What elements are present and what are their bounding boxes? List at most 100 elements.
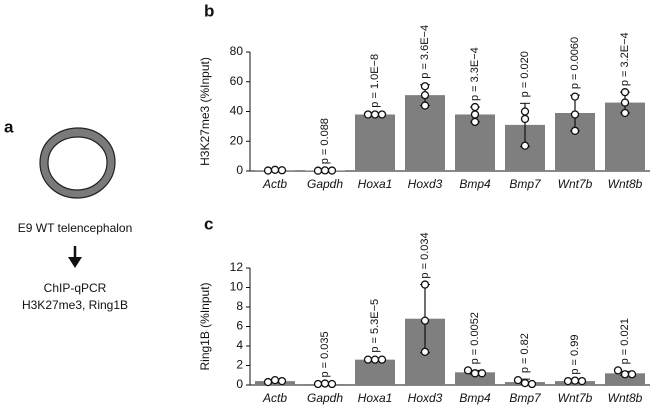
p-value-label: p = 0.088 xyxy=(319,118,331,164)
data-point xyxy=(570,110,580,119)
data-point xyxy=(627,370,637,379)
data-point xyxy=(620,370,630,379)
data-point xyxy=(463,366,473,375)
x-tick-label: Wnt8b xyxy=(608,391,643,405)
y-tick-label: 20 xyxy=(230,133,244,147)
data-point xyxy=(363,355,373,364)
data-point xyxy=(620,98,630,107)
data-point xyxy=(620,88,630,97)
p-value-label: p = 0.020 xyxy=(519,51,531,97)
data-point xyxy=(313,379,323,389)
schematic-text: H3K27me3, Ring1B xyxy=(22,298,128,312)
data-point xyxy=(270,375,280,385)
tissue-lumen xyxy=(47,136,108,191)
data-point xyxy=(263,166,273,175)
data-point xyxy=(420,316,430,325)
bar xyxy=(605,373,645,385)
p-value-label: p = 3.3E−4 xyxy=(469,47,481,101)
y-tick-label: 6 xyxy=(236,319,243,333)
p-value-label: p = 3.2E−4 xyxy=(619,32,631,86)
p-value-label: p = 0.035 xyxy=(319,331,331,377)
panel-label: a xyxy=(4,117,14,136)
y-tick-label: 12 xyxy=(230,260,244,274)
data-point xyxy=(277,166,287,175)
x-tick-label: Hoxa1 xyxy=(358,177,393,191)
p-value-label: p = 3.6E−4 xyxy=(419,25,431,79)
x-tick-label: Hoxd3 xyxy=(408,177,443,191)
y-tick-label: 4 xyxy=(236,338,243,352)
arrow-head xyxy=(68,257,82,268)
x-tick-label: Actb xyxy=(262,177,287,191)
p-value-label: p = 0.82 xyxy=(519,333,531,373)
data-point xyxy=(377,110,387,119)
x-tick-label: Wnt7b xyxy=(558,177,593,191)
data-point xyxy=(277,376,287,386)
data-point xyxy=(320,166,330,175)
data-point xyxy=(470,369,480,378)
y-tick-label: 40 xyxy=(230,104,244,118)
y-axis-label: H3K27me3 (%Input) xyxy=(198,57,212,166)
data-point xyxy=(263,377,273,387)
bar xyxy=(355,359,395,385)
data-point xyxy=(563,376,573,386)
panel-label: b xyxy=(204,1,214,20)
x-tick-label: Gapdh xyxy=(307,177,343,191)
data-point xyxy=(420,101,430,110)
y-tick-label: 0 xyxy=(236,377,243,391)
x-tick-label: Wnt7b xyxy=(558,391,593,405)
data-point xyxy=(520,114,530,124)
data-point xyxy=(470,117,480,127)
y-tick-label: 80 xyxy=(230,44,244,58)
data-point xyxy=(313,166,323,175)
schematic-text: ChIP-qPCR xyxy=(44,281,107,295)
y-tick-label: 60 xyxy=(230,74,244,88)
data-point xyxy=(327,166,337,175)
bar xyxy=(355,114,395,171)
x-tick-label: Hoxd3 xyxy=(408,391,443,405)
data-point xyxy=(420,82,430,91)
p-value-label: p = 0.021 xyxy=(619,318,631,364)
x-tick-label: Bmp4 xyxy=(459,391,491,405)
x-tick-label: Wnt8b xyxy=(608,177,643,191)
data-point xyxy=(520,141,530,150)
data-point xyxy=(520,378,530,388)
panel-label: c xyxy=(204,214,213,233)
x-tick-label: Hoxa1 xyxy=(358,391,393,405)
data-point xyxy=(527,379,537,389)
x-tick-label: Bmp7 xyxy=(509,391,542,405)
data-point xyxy=(370,355,380,364)
data-point xyxy=(377,355,387,364)
x-tick-label: Actb xyxy=(262,391,287,405)
y-tick-label: 2 xyxy=(236,358,243,372)
data-point xyxy=(570,126,580,135)
y-tick-label: 0 xyxy=(236,163,243,177)
p-value-label: p = 0.034 xyxy=(419,232,431,278)
y-tick-label: 10 xyxy=(230,280,244,294)
p-value-label: p = 0.0060 xyxy=(569,37,581,89)
schematic-text: E9 WT telencephalon xyxy=(18,221,133,235)
data-point xyxy=(570,92,580,101)
data-point xyxy=(470,110,480,119)
data-point xyxy=(370,110,380,119)
data-point xyxy=(270,165,280,174)
data-point xyxy=(613,366,623,375)
data-point xyxy=(420,347,430,357)
y-tick-label: 8 xyxy=(236,299,243,313)
x-tick-label: Gapdh xyxy=(307,391,343,405)
x-tick-label: Bmp4 xyxy=(459,177,491,191)
data-point xyxy=(570,376,580,385)
p-value-label: p = 0.0052 xyxy=(469,312,481,364)
data-point xyxy=(420,280,430,289)
data-point xyxy=(513,375,523,385)
data-point xyxy=(520,107,530,116)
data-point xyxy=(470,102,480,112)
data-point xyxy=(477,369,487,378)
p-value-label: p = 5.3E−5 xyxy=(369,299,381,353)
data-point xyxy=(327,379,337,389)
data-point xyxy=(320,379,330,388)
y-axis-label: Ring1B (%Input) xyxy=(198,282,212,370)
x-tick-label: Bmp7 xyxy=(509,177,542,191)
data-point xyxy=(620,108,630,118)
data-point xyxy=(577,376,587,386)
